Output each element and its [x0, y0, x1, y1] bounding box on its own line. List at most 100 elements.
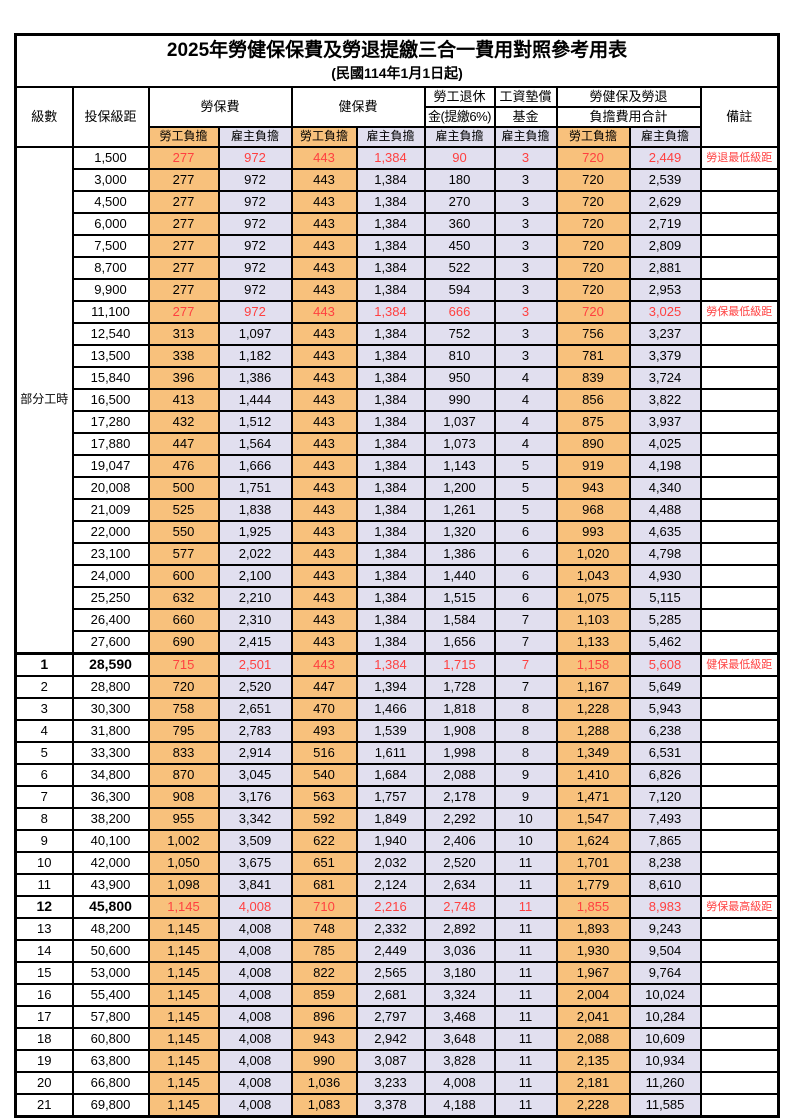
- labor-employer-cell: 2,520: [217, 675, 293, 699]
- table-row: 14 50,600 1,145 4,008 785 2,449 3,036 11 1,930 9,…: [14, 939, 780, 963]
- health-employer-cell: 1,384: [355, 476, 426, 500]
- title-row: 2025年勞健保保費及勞退提繳三合一費用對照參考用表 (民國114年1月1日起): [14, 33, 780, 88]
- bracket-cell: 19,047: [71, 454, 150, 478]
- labor-employee-cell: 955: [147, 807, 220, 831]
- total-employer-cell: 5,649: [628, 675, 702, 699]
- note-cell: [699, 961, 780, 985]
- pension-employer-cell: 2,406: [423, 829, 496, 853]
- total-employee-cell: 720: [555, 256, 631, 280]
- table-row: 12 45,800 1,145 4,008 710 2,216 2,748 11 1,855 8,…: [14, 895, 780, 919]
- bracket-cell: 27,600: [71, 630, 150, 655]
- health-employee-cell: 748: [290, 917, 358, 941]
- health-employee-cell: 1,083: [290, 1093, 358, 1118]
- pension-employer-cell: 3,036: [423, 939, 496, 963]
- total-employee-cell: 1,779: [555, 873, 631, 897]
- fund-employer-cell: 8: [493, 719, 558, 743]
- labor-employer-cell: 4,008: [217, 1027, 293, 1051]
- pension-employer-cell: 1,656: [423, 630, 496, 655]
- total-employee-cell: 1,410: [555, 763, 631, 787]
- pension-employer-cell: 1,728: [423, 675, 496, 699]
- subheader-labor-employee: 勞工負擔: [147, 126, 220, 148]
- header-note: 備註: [699, 86, 780, 148]
- total-employer-cell: 4,635: [628, 520, 702, 544]
- health-employee-cell: 443: [290, 234, 358, 258]
- reference-sheet: 2025年勞健保保費及勞退提繳三合一費用對照參考用表 (民國114年1月1日起)…: [14, 33, 781, 1118]
- health-employer-cell: 3,087: [355, 1049, 426, 1073]
- subheader-health-employee: 勞工負擔: [290, 126, 358, 148]
- health-employee-cell: 859: [290, 983, 358, 1007]
- note-cell: [699, 763, 780, 787]
- total-employer-cell: 4,198: [628, 454, 702, 478]
- labor-employee-cell: 1,145: [147, 1071, 220, 1095]
- note-cell: [699, 1049, 780, 1073]
- labor-employer-cell: 1,838: [217, 498, 293, 522]
- total-employee-cell: 1,349: [555, 741, 631, 765]
- page-subtitle: (民國114年1月1日起): [331, 65, 463, 81]
- pension-employer-cell: 1,818: [423, 697, 496, 721]
- pension-employer-cell: 3,180: [423, 961, 496, 985]
- labor-employer-cell: 972: [217, 146, 293, 170]
- total-employer-cell: 9,764: [628, 961, 702, 985]
- total-employee-cell: 1,547: [555, 807, 631, 831]
- level-cell: 17: [14, 1005, 74, 1029]
- health-employee-cell: 443: [290, 630, 358, 655]
- subheader-health-employer: 雇主負擔: [355, 126, 426, 148]
- note-cell: [699, 234, 780, 258]
- labor-employer-cell: 972: [217, 300, 293, 324]
- pension-employer-cell: 1,037: [423, 410, 496, 434]
- health-employee-cell: 443: [290, 586, 358, 610]
- labor-employer-cell: 1,182: [217, 344, 293, 368]
- labor-employee-cell: 476: [147, 454, 220, 478]
- bracket-cell: 60,800: [71, 1027, 150, 1051]
- fund-employer-cell: 6: [493, 520, 558, 544]
- health-employer-cell: 1,849: [355, 807, 426, 831]
- bracket-cell: 16,500: [71, 388, 150, 412]
- header-row-2: 金(提繳6%) 基金 負擔費用合計: [16, 106, 779, 128]
- fund-employer-cell: 3: [493, 300, 558, 324]
- health-employee-cell: 443: [290, 278, 358, 302]
- fund-employer-cell: 8: [493, 741, 558, 765]
- health-employee-cell: 822: [290, 961, 358, 985]
- health-employer-cell: 1,384: [355, 234, 426, 258]
- labor-employee-cell: 277: [147, 168, 220, 192]
- bracket-cell: 69,800: [71, 1093, 150, 1118]
- labor-employer-cell: 972: [217, 168, 293, 192]
- note-cell: 健保最低級距: [699, 652, 780, 677]
- header-row-1: 級數 投保級距 勞保費 健保費 勞工退休 工資墊償 勞健保及勞退 備註: [14, 86, 780, 148]
- health-employee-cell: 443: [290, 608, 358, 632]
- labor-employer-cell: 2,914: [217, 741, 293, 765]
- bracket-cell: 31,800: [71, 719, 150, 743]
- labor-employee-cell: 1,098: [147, 873, 220, 897]
- total-employee-cell: 720: [555, 212, 631, 236]
- total-employer-cell: 3,379: [628, 344, 702, 368]
- bracket-cell: 4,500: [71, 190, 150, 214]
- table-row: 3 30,300 758 2,651 470 1,466 1,818 8 1,228 5,943: [14, 697, 780, 721]
- labor-employer-cell: 2,783: [217, 719, 293, 743]
- health-employer-cell: 1,384: [355, 608, 426, 632]
- note-cell: [699, 807, 780, 831]
- pension-employer-cell: 594: [423, 278, 496, 302]
- labor-employee-cell: 908: [147, 785, 220, 809]
- total-employee-cell: 1,893: [555, 917, 631, 941]
- health-employer-cell: 2,565: [355, 961, 426, 985]
- total-employee-cell: 2,088: [555, 1027, 631, 1051]
- labor-employer-cell: 4,008: [217, 1071, 293, 1095]
- bracket-cell: 21,009: [71, 498, 150, 522]
- total-employer-cell: 7,865: [628, 829, 702, 853]
- subheader-fund-employer: 雇主負擔: [493, 126, 558, 148]
- total-employer-cell: 5,115: [628, 586, 702, 610]
- health-employer-cell: 1,384: [355, 652, 426, 677]
- pension-employer-cell: 1,584: [423, 608, 496, 632]
- total-employee-cell: 993: [555, 520, 631, 544]
- table-row: 27,600 690 2,415 443 1,384 1,656 7 1,133 5,462: [16, 630, 780, 655]
- labor-employer-cell: 4,008: [217, 939, 293, 963]
- labor-employer-cell: 4,008: [217, 917, 293, 941]
- labor-employee-cell: 277: [147, 212, 220, 236]
- total-employer-cell: 8,983: [628, 895, 702, 919]
- labor-employee-cell: 660: [147, 608, 220, 632]
- total-employer-cell: 4,930: [628, 564, 702, 588]
- fund-employer-cell: 11: [493, 1027, 558, 1051]
- health-employee-cell: 443: [290, 366, 358, 390]
- labor-employee-cell: 1,145: [147, 1027, 220, 1051]
- table-row: 8 38,200 955 3,342 592 1,849 2,292 10 1,547 7,493: [14, 807, 780, 831]
